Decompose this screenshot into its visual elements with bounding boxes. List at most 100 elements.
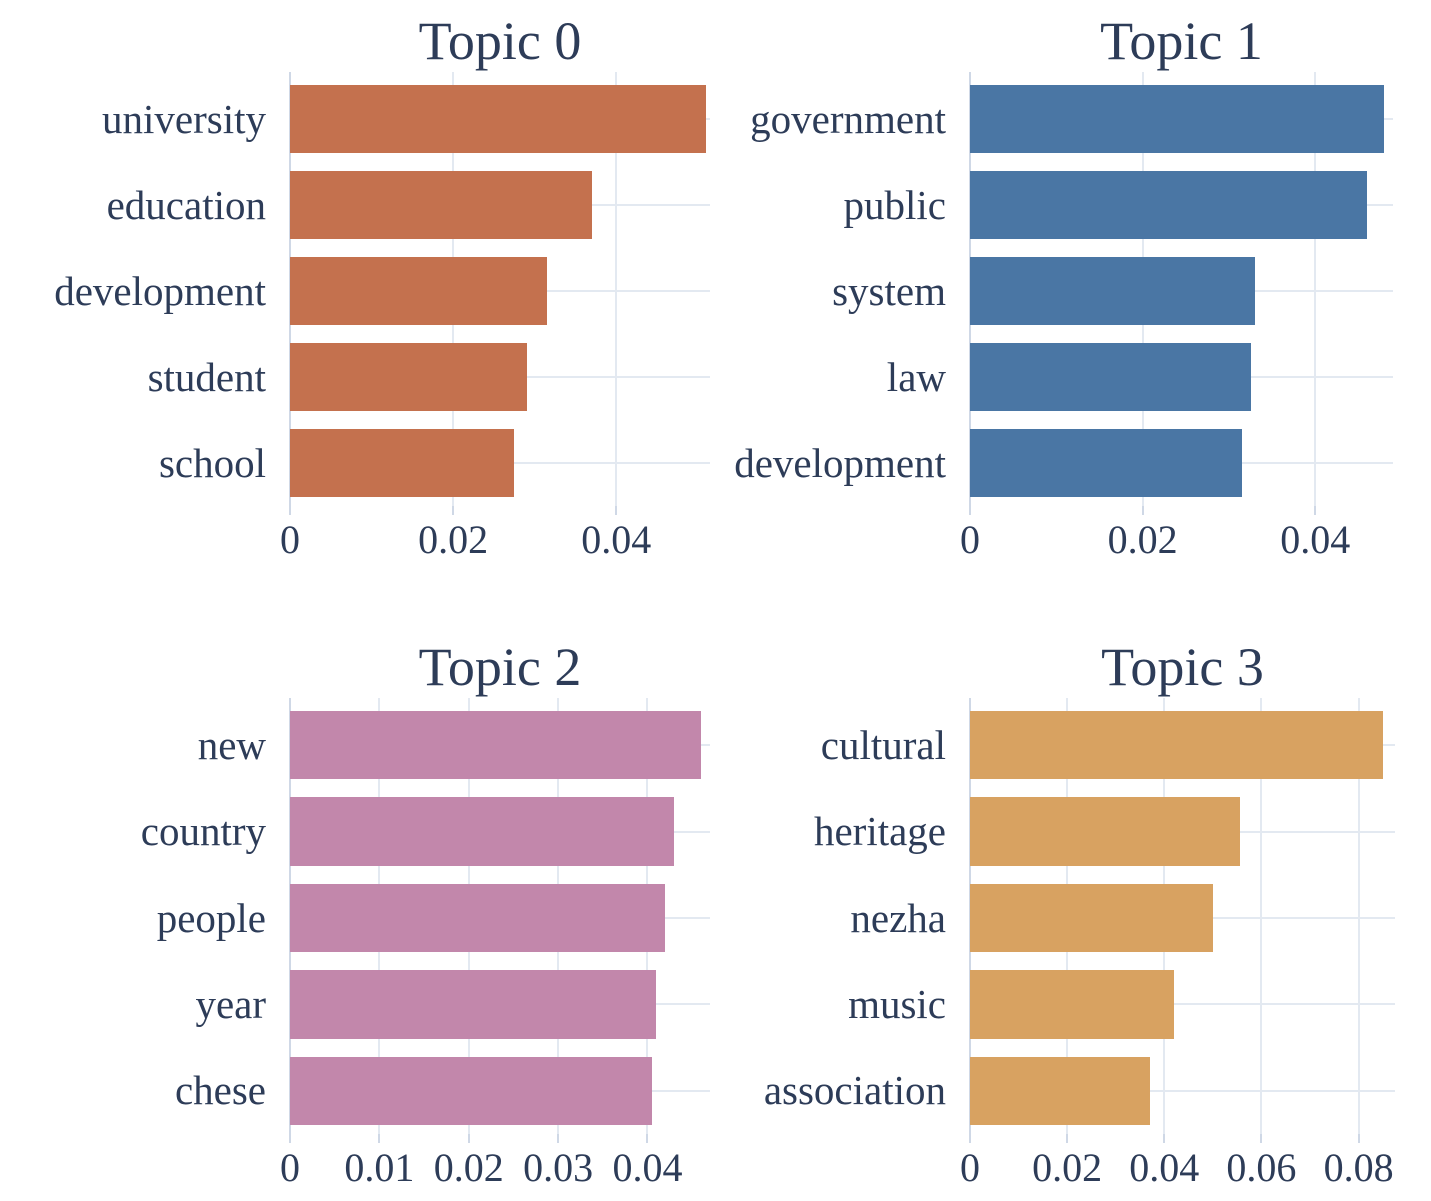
x-tick-label: 0.04 bbox=[1129, 1145, 1200, 1190]
bar bbox=[290, 711, 702, 780]
axis-tick bbox=[1314, 506, 1317, 515]
y-axis-label: development bbox=[54, 267, 266, 314]
x-tick-label: 0 bbox=[960, 1145, 980, 1190]
axis-tick bbox=[1066, 1134, 1069, 1143]
y-axis-label: development bbox=[734, 439, 946, 486]
bar bbox=[970, 970, 1174, 1039]
bar-row bbox=[970, 334, 1393, 420]
x-tick-label: 0 bbox=[280, 1145, 300, 1190]
x-tick-label: 0.02 bbox=[1032, 1145, 1103, 1190]
bar-row bbox=[970, 961, 1395, 1047]
topic-0-chart: Topic 0 university education development st… bbox=[0, 0, 715, 600]
bar-row bbox=[290, 76, 710, 162]
axis-tick bbox=[615, 506, 618, 515]
x-tick-label: 0.06 bbox=[1226, 1145, 1297, 1190]
bar bbox=[970, 343, 1251, 411]
x-tick-label: 0.03 bbox=[523, 1145, 594, 1190]
bar bbox=[970, 85, 1385, 153]
topic-2-chart: Topic 2 new country people year chese 0 0.01 0… bbox=[0, 600, 715, 1201]
bar-row bbox=[290, 420, 710, 506]
x-tick-label: 0.08 bbox=[1323, 1145, 1394, 1190]
y-axis-label: people bbox=[156, 894, 266, 941]
x-axis: 0 0.01 0.02 0.03 0.04 bbox=[280, 1134, 710, 1201]
y-axis-label: school bbox=[158, 439, 266, 486]
bar bbox=[290, 1056, 652, 1125]
axis-tick bbox=[452, 506, 455, 515]
x-axis: 0 0.02 0.04 bbox=[280, 506, 710, 600]
bar bbox=[970, 883, 1213, 953]
bar-row bbox=[970, 76, 1393, 162]
bar-row bbox=[970, 248, 1393, 334]
bar bbox=[290, 257, 547, 325]
y-axis-label: new bbox=[197, 721, 266, 768]
y-axis-label: chese bbox=[174, 1067, 266, 1114]
y-axis-label: government bbox=[750, 95, 946, 142]
grid-line-horizontal bbox=[970, 1003, 1395, 1006]
y-axis-labels: new country people year chese bbox=[0, 702, 290, 1134]
bar bbox=[290, 797, 675, 866]
grid-line-vertical bbox=[615, 72, 618, 506]
x-tick-label: 0 bbox=[280, 517, 300, 562]
x-axis: 0 0.02 0.04 0.06 0.08 bbox=[960, 1134, 1395, 1201]
chart-title: Topic 3 bbox=[1101, 637, 1264, 697]
bar bbox=[970, 797, 1240, 866]
x-tick-label: 0.02 bbox=[1107, 517, 1178, 562]
y-axis-label: association bbox=[763, 1067, 946, 1114]
y-axis-label: country bbox=[140, 808, 266, 855]
axis-tick bbox=[289, 1134, 291, 1143]
bar bbox=[290, 343, 527, 411]
y-axis-label: public bbox=[843, 181, 946, 228]
axis-tick bbox=[1357, 1134, 1360, 1143]
chart-title: Topic 0 bbox=[418, 11, 582, 71]
bar bbox=[290, 883, 666, 953]
x-tick-label: 0.04 bbox=[1280, 517, 1351, 562]
x-tick-label: 0.02 bbox=[418, 517, 489, 562]
bar bbox=[970, 171, 1368, 239]
chart-title: Topic 2 bbox=[418, 637, 582, 697]
axis-tick bbox=[557, 1134, 560, 1143]
bar-row bbox=[290, 702, 710, 788]
y-axis-label: heritage bbox=[813, 808, 946, 855]
y-axis-label: student bbox=[147, 353, 266, 400]
x-tick-label: 0 bbox=[960, 517, 980, 562]
x-axis: 0 0.02 0.04 bbox=[960, 506, 1393, 600]
bar-row bbox=[970, 875, 1395, 961]
axis-tick bbox=[646, 1134, 649, 1143]
x-tick-label: 0.01 bbox=[344, 1145, 415, 1190]
bar-row bbox=[970, 702, 1395, 788]
plot-area bbox=[969, 698, 1395, 1134]
x-tick-label: 0.04 bbox=[581, 517, 652, 562]
grid-line-vertical bbox=[1260, 698, 1263, 1134]
bar-row bbox=[290, 1048, 710, 1134]
bar-row bbox=[290, 334, 710, 420]
plot-area bbox=[969, 72, 1393, 506]
grid-line-vertical bbox=[1314, 72, 1317, 506]
bar-row bbox=[290, 961, 710, 1047]
y-axis-label: nezha bbox=[850, 894, 946, 941]
plot-area bbox=[289, 698, 710, 1134]
bar-row bbox=[970, 788, 1395, 874]
axis-tick bbox=[467, 1134, 470, 1143]
y-axis-label: music bbox=[848, 980, 946, 1027]
bar-row bbox=[290, 162, 710, 248]
bar bbox=[290, 970, 657, 1039]
grid-line-horizontal bbox=[970, 1089, 1395, 1092]
axis-tick bbox=[969, 1134, 971, 1143]
bar-row bbox=[970, 1048, 1395, 1134]
axis-tick bbox=[1163, 1134, 1166, 1143]
y-axis-label: year bbox=[195, 980, 266, 1027]
bar bbox=[290, 429, 515, 497]
axis-tick bbox=[289, 506, 291, 515]
x-tick-label: 0.02 bbox=[433, 1145, 504, 1190]
bar bbox=[970, 711, 1383, 780]
y-axis-labels: university education development student sch… bbox=[0, 76, 290, 506]
axis-tick bbox=[969, 506, 971, 515]
bar bbox=[970, 257, 1255, 325]
topic-3-chart: Topic 3 cultural heritage nezha music associ… bbox=[715, 600, 1431, 1201]
axis-tick bbox=[1141, 506, 1144, 515]
bar-row bbox=[970, 420, 1393, 506]
y-axis-labels: government public system law development bbox=[715, 76, 970, 506]
y-axis-label: cultural bbox=[820, 721, 946, 768]
y-axis-label: education bbox=[106, 181, 266, 228]
